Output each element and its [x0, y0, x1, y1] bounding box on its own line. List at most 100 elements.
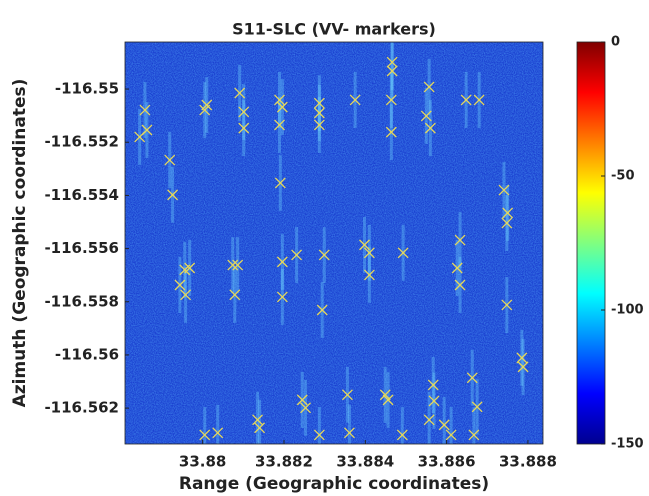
marker: [423, 414, 435, 426]
scatterer-glow: [256, 391, 260, 444]
marker-stroke: [454, 279, 466, 291]
marker: [139, 104, 151, 116]
marker-stroke: [180, 289, 192, 301]
marker-stroke: [199, 429, 211, 441]
colorbar: [576, 41, 606, 445]
marker-stroke: [341, 389, 353, 401]
marker-stroke: [313, 119, 325, 131]
marker-stroke: [276, 101, 288, 113]
marker-stroke: [134, 131, 146, 143]
y-axis-label: Azimuth (Geographic coordinates): [10, 79, 30, 408]
marker: [276, 256, 288, 268]
marker-stroke: [274, 94, 285, 106]
marker: [466, 372, 478, 384]
marker: [199, 429, 211, 441]
marker: [300, 402, 311, 414]
marker-stroke: [349, 94, 361, 106]
marker-stroke: [254, 422, 266, 434]
x-tick-label: 33.88: [179, 453, 226, 471]
marker: [451, 262, 463, 274]
colorbar-tick-label: -150: [611, 437, 644, 452]
x-tick-label: 33.882: [255, 453, 313, 471]
marker: [445, 429, 457, 441]
colorbar-tick-label: -50: [611, 169, 635, 184]
marker-stroke: [296, 394, 308, 406]
marker: [379, 389, 391, 401]
marker: [291, 249, 303, 261]
scatterer-glow: [449, 406, 453, 444]
marker-stroke: [466, 372, 478, 384]
marker-stroke: [184, 262, 196, 274]
marker: [420, 110, 432, 122]
marker-stroke: [502, 207, 514, 219]
marker: [229, 289, 241, 301]
marker-stroke: [451, 262, 463, 274]
marker-stroke: [501, 217, 513, 229]
y-tick-label: -116.556: [44, 239, 119, 257]
marker-stroke: [234, 87, 246, 99]
marker: [454, 279, 466, 291]
marker-stroke: [212, 427, 224, 439]
marker: [164, 154, 176, 166]
marker-stroke: [427, 379, 439, 391]
marker: [274, 177, 286, 189]
marker-stroke: [471, 401, 483, 413]
marker-stroke: [397, 247, 409, 259]
marker: [427, 379, 439, 391]
marker: [385, 94, 397, 106]
marker: [134, 131, 146, 143]
marker: [313, 97, 325, 109]
marker: [254, 422, 266, 434]
marker: [460, 94, 472, 106]
marker: [276, 101, 288, 113]
marker: [468, 429, 480, 441]
marker-stroke: [382, 394, 394, 406]
marker-stroke: [313, 107, 325, 119]
marker-stroke: [252, 414, 264, 426]
plot-frame: [124, 41, 544, 445]
y-tick-label: -116.554: [44, 186, 119, 204]
marker-stroke: [201, 99, 213, 111]
marker-stroke: [454, 234, 466, 246]
scatterer-glow: [427, 391, 431, 444]
marker-stroke: [174, 279, 186, 291]
marker: [516, 352, 528, 364]
marker: [471, 401, 483, 413]
colorbar-tick-label: -100: [611, 303, 644, 318]
marker: [349, 94, 361, 106]
marker: [316, 304, 328, 316]
marker: [274, 94, 285, 106]
marker-stroke: [438, 419, 450, 431]
marker-stroke: [460, 94, 472, 106]
marker-stroke: [139, 104, 151, 116]
marker: [386, 65, 398, 77]
marker-stroke: [276, 256, 288, 268]
marker-stroke: [227, 259, 239, 271]
marker-stroke: [423, 81, 435, 93]
marker: [174, 279, 186, 291]
y-tick-label: -116.558: [44, 292, 119, 310]
x-tick-label: 33.886: [418, 453, 476, 471]
scatterer-glow: [472, 406, 476, 444]
y-tick-label: -116.56: [55, 345, 119, 363]
marker: [232, 259, 244, 271]
marker-stroke: [300, 402, 311, 414]
marker-stroke: [498, 184, 510, 196]
marker-stroke: [274, 177, 286, 189]
marker-stroke: [423, 414, 435, 426]
marker: [502, 207, 514, 219]
chart-title: S11-SLC (VV- markers): [232, 20, 436, 39]
marker: [167, 189, 179, 201]
marker: [385, 126, 397, 138]
marker: [276, 291, 288, 303]
marker: [234, 87, 246, 99]
marker: [397, 247, 409, 259]
marker-stroke: [164, 154, 176, 166]
marker: [359, 239, 370, 251]
colorbar-tick-label: 0: [611, 35, 620, 50]
y-tick-label: -116.562: [44, 399, 119, 417]
marker: [438, 419, 450, 431]
marker-stroke: [313, 97, 325, 109]
marker: [396, 429, 408, 441]
y-tick-label: -116.55: [55, 80, 119, 98]
